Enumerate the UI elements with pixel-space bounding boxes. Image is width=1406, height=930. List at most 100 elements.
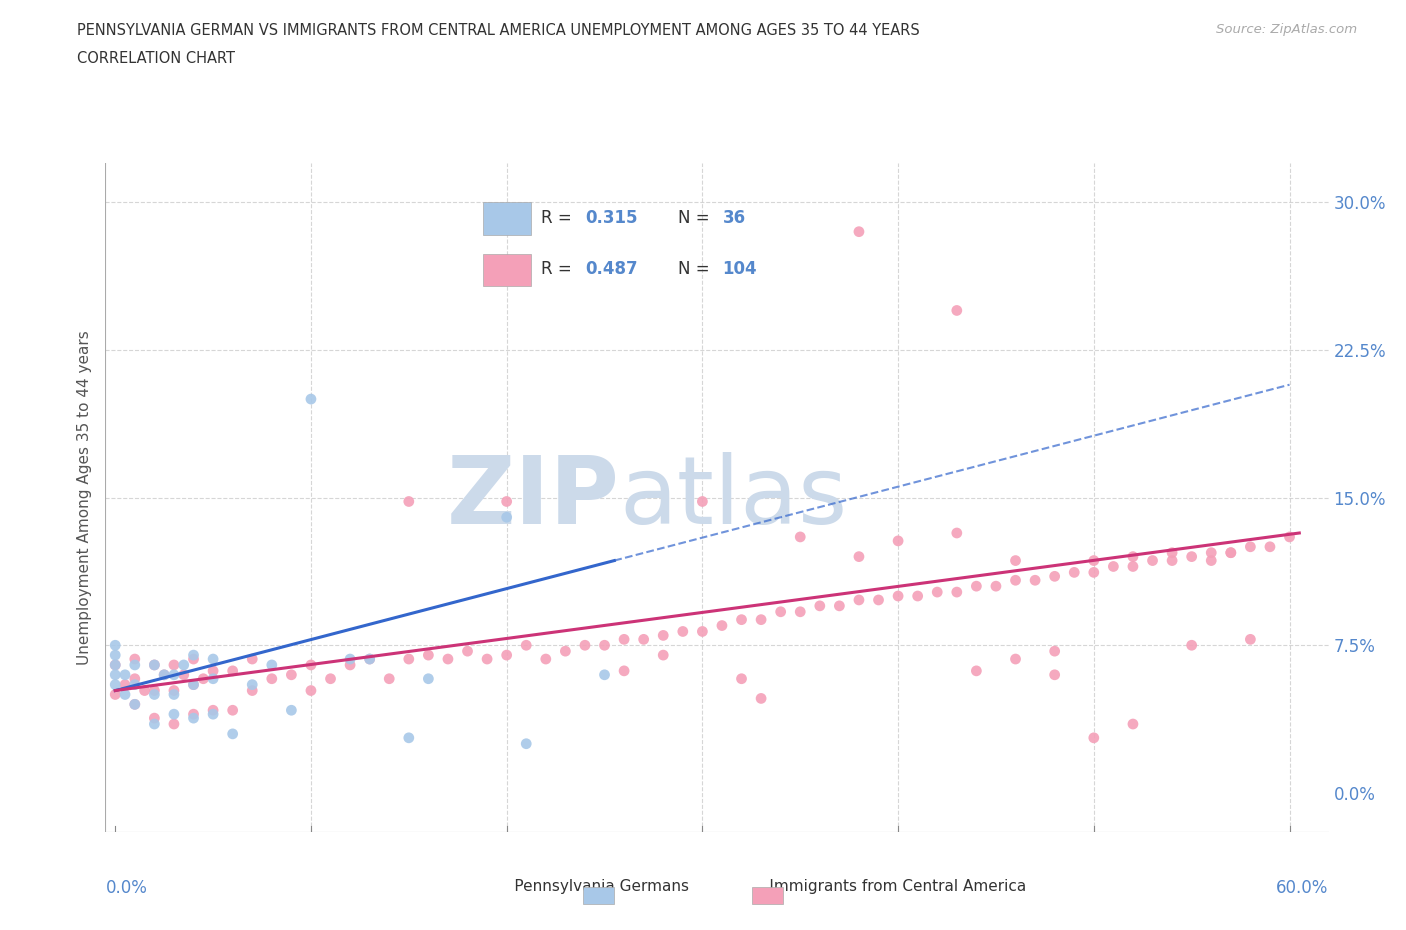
Point [359, 652, 381, 667]
Point [1239, 539, 1261, 554]
Point [1043, 668, 1066, 683]
Point [613, 663, 636, 678]
Point [887, 534, 910, 549]
Text: N =: N = [678, 259, 714, 278]
Point [887, 589, 910, 604]
Point [202, 663, 225, 678]
Point [143, 687, 166, 702]
Point [789, 529, 811, 544]
Point [965, 578, 987, 593]
Point [378, 671, 401, 686]
Point [114, 677, 136, 692]
Text: 0.315: 0.315 [585, 209, 638, 228]
Text: CORRELATION CHART: CORRELATION CHART [77, 51, 235, 66]
Point [221, 663, 243, 678]
Point [534, 652, 557, 667]
Point [143, 717, 166, 732]
Point [359, 652, 381, 667]
Point [1083, 553, 1105, 568]
Point [104, 677, 127, 692]
Point [319, 671, 342, 686]
Point [153, 668, 176, 683]
Point [789, 604, 811, 619]
Point [299, 392, 322, 406]
Text: Source: ZipAtlas.com: Source: ZipAtlas.com [1216, 23, 1357, 36]
Point [183, 711, 205, 725]
Point [1043, 569, 1066, 584]
Point [1122, 550, 1144, 565]
Point [163, 658, 186, 672]
Point [710, 618, 733, 633]
Point [163, 668, 186, 683]
Point [574, 638, 596, 653]
Point [1004, 573, 1026, 588]
Point [104, 638, 127, 653]
Point [848, 550, 870, 565]
Point [398, 730, 420, 745]
Point [173, 658, 195, 672]
Point [221, 703, 243, 718]
Point [1142, 553, 1164, 568]
Point [946, 303, 969, 318]
Point [104, 647, 127, 662]
Point [495, 510, 517, 525]
Point [457, 644, 479, 658]
Point [163, 684, 186, 698]
Point [143, 711, 166, 725]
Point [749, 612, 772, 627]
Point [1102, 559, 1125, 574]
Point [104, 658, 127, 672]
Point [1199, 553, 1222, 568]
Point [143, 658, 166, 672]
Point [495, 494, 517, 509]
Point [183, 677, 205, 692]
Point [104, 668, 127, 683]
Point [1219, 545, 1241, 560]
Point [769, 604, 792, 619]
Point [848, 592, 870, 607]
Text: 60.0%: 60.0% [1277, 879, 1329, 897]
Point [193, 671, 215, 686]
Point [633, 631, 655, 646]
Text: PENNSYLVANIA GERMAN VS IMMIGRANTS FROM CENTRAL AMERICA UNEMPLOYMENT AMONG AGES 3: PENNSYLVANIA GERMAN VS IMMIGRANTS FROM C… [77, 23, 920, 38]
Point [183, 677, 205, 692]
Text: Immigrants from Central America: Immigrants from Central America [745, 879, 1026, 894]
Point [946, 525, 969, 540]
Point [339, 652, 361, 667]
Point [339, 658, 361, 672]
Bar [482, 203, 530, 234]
Point [240, 684, 263, 698]
Point [1239, 631, 1261, 646]
Point [907, 589, 929, 604]
Point [749, 691, 772, 706]
Text: 104: 104 [723, 259, 756, 278]
Point [163, 707, 186, 722]
Point [280, 668, 302, 683]
Point [418, 671, 440, 686]
Point [593, 638, 616, 653]
Point [1063, 565, 1085, 579]
Point [124, 652, 146, 667]
Point [652, 628, 675, 643]
Point [1258, 539, 1281, 554]
Point [692, 624, 714, 639]
Point [965, 663, 987, 678]
Point [927, 585, 949, 600]
Point [946, 585, 969, 600]
Point [153, 668, 176, 683]
Point [1181, 550, 1204, 565]
Point [114, 668, 136, 683]
Point [183, 652, 205, 667]
Point [984, 578, 1007, 593]
Point [1122, 559, 1144, 574]
Point [475, 652, 498, 667]
Text: atlas: atlas [619, 452, 848, 543]
Point [868, 592, 890, 607]
Point [1043, 644, 1066, 658]
Point [299, 658, 322, 672]
Point [143, 684, 166, 698]
Point [437, 652, 460, 667]
Text: 0.487: 0.487 [585, 259, 638, 278]
Text: 36: 36 [723, 209, 745, 228]
Point [202, 707, 225, 722]
